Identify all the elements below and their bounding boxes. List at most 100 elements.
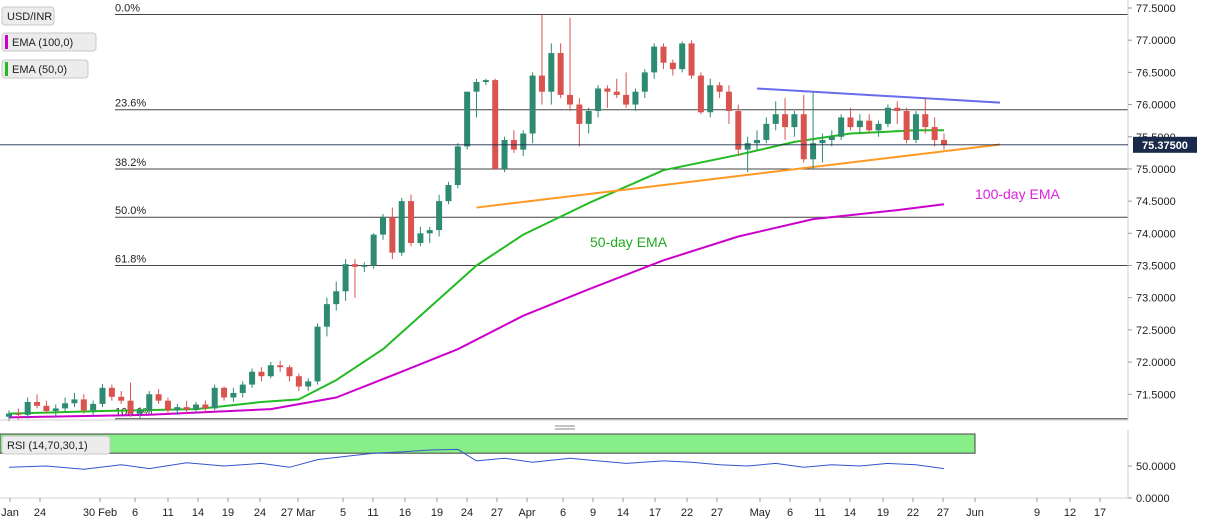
candle-body bbox=[585, 111, 592, 124]
candlestick bbox=[725, 85, 732, 124]
date-tick-label: 6 bbox=[787, 507, 793, 519]
fibonacci-levels: 0.0%23.6%38.2%50.0%61.8%100.0% bbox=[115, 2, 1128, 420]
price-tick-label: 75.0000 bbox=[1136, 164, 1176, 176]
legend-ema-50[interactable]: EMA (50,0) bbox=[1, 59, 89, 79]
date-tick-label: 24 bbox=[461, 507, 473, 519]
rsi-label[interactable]: RSI (14,70,30,1) bbox=[1, 435, 111, 455]
symbol-label[interactable]: USD/INR bbox=[1, 6, 55, 26]
candle-body bbox=[697, 75, 704, 113]
candlestick bbox=[239, 381, 246, 398]
candle-body bbox=[164, 400, 171, 411]
candlestick bbox=[183, 400, 190, 414]
price-tick-label: 74.0000 bbox=[1136, 228, 1176, 240]
candlestick bbox=[482, 78, 489, 86]
candle-body bbox=[426, 230, 433, 234]
candle-body bbox=[707, 85, 714, 113]
date-tick-label: 11 bbox=[367, 507, 378, 519]
rsi-tick-label: 50.0000 bbox=[1136, 461, 1176, 473]
fib-label: 0.0% bbox=[115, 2, 140, 14]
candlestick bbox=[267, 362, 274, 379]
candle-body bbox=[454, 146, 461, 186]
candlestick bbox=[24, 397, 31, 419]
candle-body bbox=[183, 407, 190, 410]
candle-body bbox=[735, 111, 742, 150]
candlestick bbox=[529, 72, 536, 144]
candlestick bbox=[146, 391, 153, 413]
candle-body bbox=[127, 400, 134, 414]
candlestick bbox=[249, 368, 256, 388]
legend-ema-100[interactable]: EMA (100,0) bbox=[1, 32, 97, 52]
rsi-overbought-zone bbox=[0, 433, 976, 454]
date-tick-label: 9 bbox=[1034, 507, 1040, 519]
rsi-line bbox=[8, 448, 945, 470]
candle-body bbox=[679, 43, 686, 70]
candle-body bbox=[221, 387, 228, 398]
candle-body bbox=[520, 133, 527, 150]
candlestick bbox=[6, 410, 12, 422]
candle-body bbox=[380, 217, 386, 235]
candlestick bbox=[108, 384, 115, 401]
trend-lines bbox=[476, 87, 1001, 209]
candle-body bbox=[342, 264, 349, 292]
candlestick bbox=[754, 130, 760, 150]
candle-body bbox=[277, 365, 284, 368]
candle-body bbox=[875, 123, 882, 131]
candlestick bbox=[286, 365, 293, 382]
pane-resize-handle[interactable] bbox=[555, 425, 575, 430]
candle-body bbox=[155, 394, 162, 401]
candlestick bbox=[361, 262, 368, 272]
candle-body bbox=[922, 114, 929, 128]
candle-body bbox=[903, 111, 910, 140]
candle-body bbox=[52, 408, 59, 411]
candle-body bbox=[398, 201, 405, 253]
candle-body bbox=[258, 371, 265, 377]
candlestick bbox=[501, 136, 508, 173]
candlestick bbox=[819, 133, 826, 163]
candle-body bbox=[941, 139, 947, 145]
candlestick bbox=[492, 78, 499, 169]
candle-body bbox=[361, 265, 368, 267]
candle-body bbox=[604, 88, 611, 92]
fib-label: 61.8% bbox=[115, 254, 146, 266]
candle-body bbox=[6, 413, 12, 417]
candlestick bbox=[174, 403, 181, 415]
candlestick bbox=[744, 136, 751, 173]
ema-100-swatch bbox=[5, 35, 8, 49]
candlestick bbox=[71, 392, 78, 408]
candlestick bbox=[389, 207, 396, 260]
candlestick bbox=[164, 397, 171, 414]
date-tick-label: 16 bbox=[399, 507, 411, 519]
date-tick-label: 17 bbox=[1094, 507, 1106, 519]
candle-body bbox=[501, 139, 508, 169]
fib-label: 23.6% bbox=[115, 98, 146, 110]
candle-body bbox=[267, 365, 274, 377]
candlestick bbox=[193, 401, 199, 414]
candlestick bbox=[323, 297, 330, 337]
candle-body bbox=[464, 91, 471, 147]
candlestick bbox=[295, 373, 302, 392]
candlestick bbox=[679, 41, 686, 73]
date-tick-label: 27 bbox=[937, 507, 949, 519]
date-tick-label: Jan bbox=[1, 507, 19, 519]
rsi-pane bbox=[0, 430, 1129, 498]
date-tick-label: Apr bbox=[518, 507, 535, 519]
candlestick bbox=[922, 98, 929, 134]
candle-body bbox=[576, 104, 583, 124]
candle-body bbox=[828, 136, 835, 140]
candle-body bbox=[660, 46, 667, 63]
candle-body bbox=[688, 43, 695, 76]
candlestick bbox=[604, 85, 611, 108]
candle-body bbox=[80, 399, 87, 411]
candle-body bbox=[136, 410, 143, 414]
candlestick bbox=[136, 407, 143, 420]
candlestick bbox=[613, 78, 620, 99]
resistance-trend-line bbox=[756, 87, 1001, 104]
date-tick-label: 27 Mar bbox=[281, 507, 316, 519]
date-tick-label: 30 Feb bbox=[83, 507, 117, 519]
date-tick-label: 22 bbox=[681, 507, 693, 519]
date-tick-label: 14 bbox=[617, 507, 629, 519]
candlestick bbox=[800, 94, 807, 163]
date-tick-label: 14 bbox=[192, 507, 204, 519]
candlestick bbox=[473, 78, 480, 118]
candle-body bbox=[819, 139, 826, 144]
